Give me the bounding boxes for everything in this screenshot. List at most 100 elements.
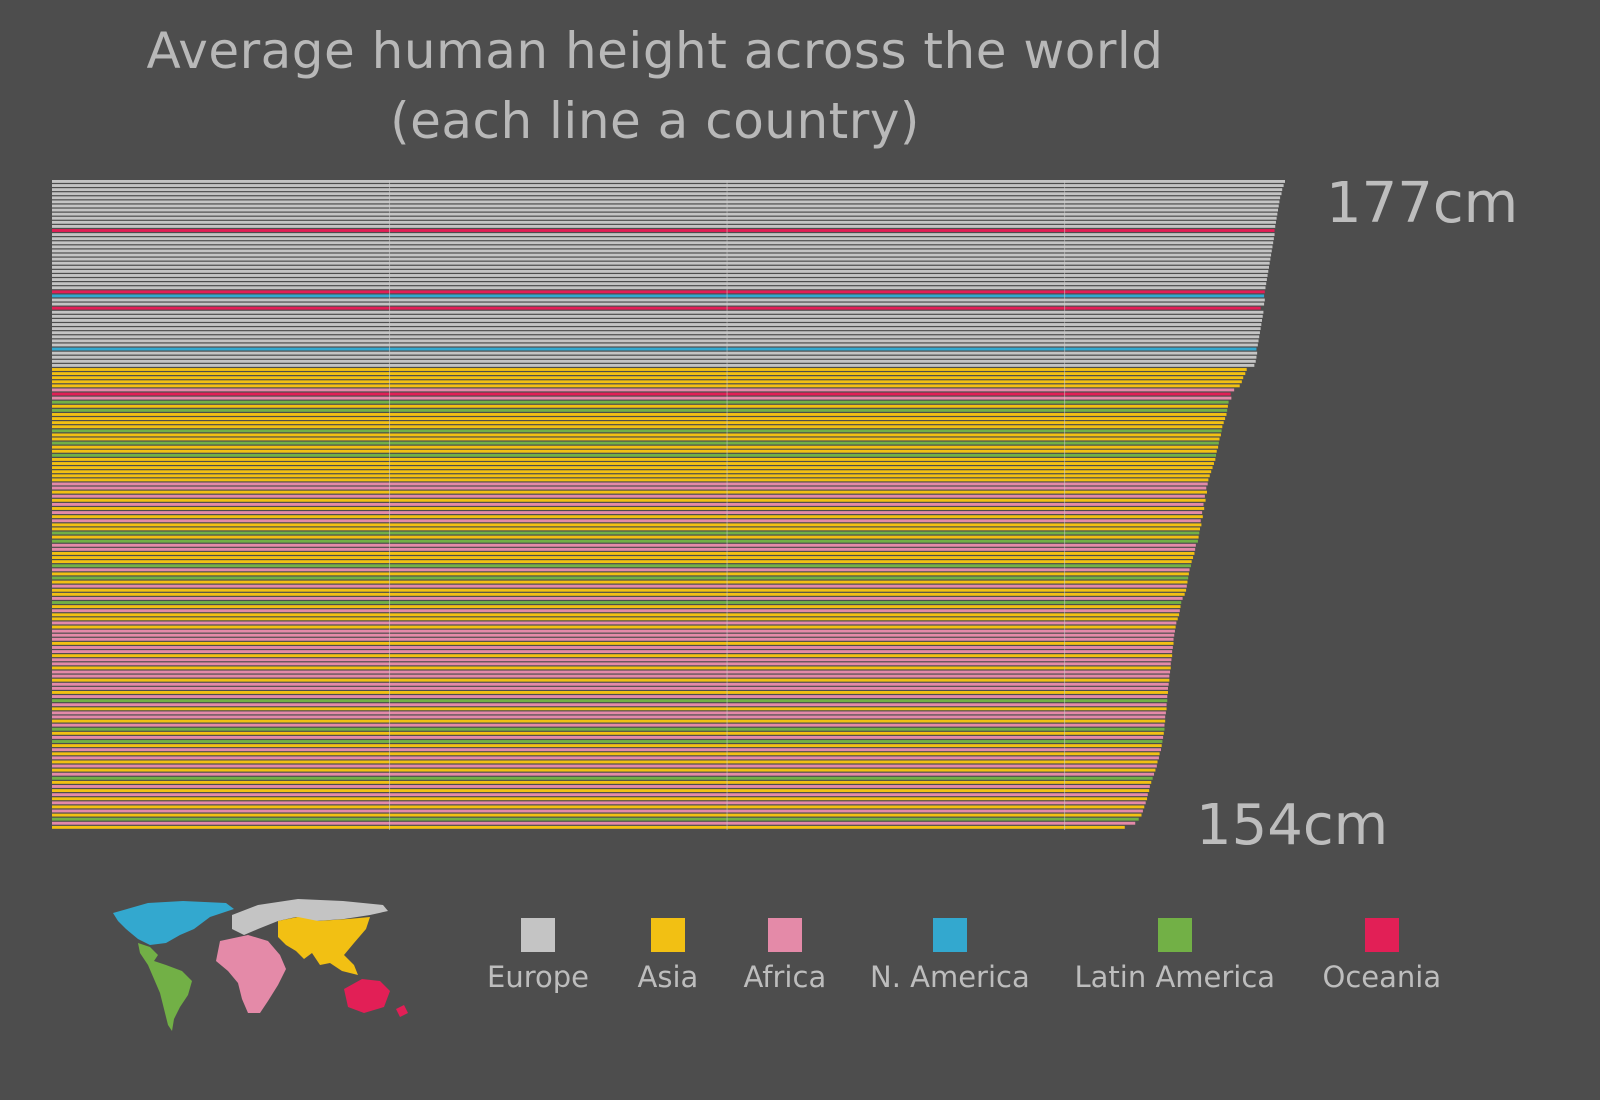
country-bar bbox=[52, 633, 1175, 637]
country-bar bbox=[52, 368, 1247, 371]
legend-swatch bbox=[650, 918, 685, 952]
country-bar bbox=[52, 601, 1182, 604]
map-oceania bbox=[344, 979, 390, 1013]
country-bar bbox=[52, 682, 1169, 686]
country-bar bbox=[52, 425, 1223, 429]
country-bar bbox=[52, 441, 1219, 445]
legend-label: Africa bbox=[743, 960, 827, 994]
country-bar bbox=[52, 478, 1209, 482]
country-bar bbox=[52, 413, 1227, 416]
world-map-icon bbox=[113, 899, 408, 1031]
chart-title-line1: Average human height across the world bbox=[146, 22, 1164, 80]
country-bar bbox=[52, 731, 1164, 735]
chart-title-line2: (each line a country) bbox=[390, 92, 920, 150]
legend-swatch bbox=[1157, 918, 1192, 952]
country-bar bbox=[52, 592, 1185, 596]
country-bar bbox=[52, 641, 1174, 645]
country-bar bbox=[52, 327, 1261, 331]
country-bar bbox=[52, 314, 1263, 318]
country-bar bbox=[52, 347, 1257, 351]
country-bar bbox=[52, 572, 1189, 576]
country-bar bbox=[52, 180, 1285, 183]
country-bar bbox=[52, 302, 1265, 306]
country-bar bbox=[52, 723, 1165, 727]
country-bar bbox=[52, 253, 1272, 257]
country-bar bbox=[52, 580, 1188, 584]
country-bar bbox=[52, 650, 1173, 654]
country-bar bbox=[52, 515, 1203, 519]
country-bar bbox=[52, 748, 1161, 752]
country-bar bbox=[52, 486, 1207, 490]
country-bar bbox=[52, 184, 1284, 187]
country-bar bbox=[52, 396, 1232, 400]
country-bar bbox=[52, 261, 1270, 265]
country-bar bbox=[52, 785, 1150, 788]
country-bar bbox=[52, 229, 1275, 232]
country-bar bbox=[52, 727, 1165, 731]
legend-item: Oceania bbox=[1323, 918, 1441, 994]
country-bar bbox=[52, 821, 1136, 825]
country-bar bbox=[52, 204, 1279, 208]
country-bar bbox=[52, 245, 1273, 249]
map-latin-america bbox=[138, 943, 192, 1031]
country-bar bbox=[52, 531, 1200, 535]
country-bar bbox=[52, 825, 1125, 829]
country-bar bbox=[52, 249, 1272, 253]
country-bar bbox=[52, 474, 1210, 478]
country-bar bbox=[52, 711, 1166, 715]
country-bar bbox=[52, 813, 1142, 817]
country-bar bbox=[52, 494, 1205, 498]
country-bar bbox=[52, 556, 1194, 559]
country-bar bbox=[52, 678, 1170, 682]
country-bar bbox=[52, 670, 1171, 674]
country-bar bbox=[52, 523, 1202, 527]
country-bar bbox=[52, 466, 1213, 470]
country-bar bbox=[52, 658, 1172, 662]
country-bar bbox=[52, 421, 1224, 425]
country-bar bbox=[52, 343, 1258, 347]
legend-item: Latin America bbox=[1075, 918, 1275, 994]
country-bar bbox=[52, 482, 1208, 486]
country-bar bbox=[52, 453, 1217, 457]
country-bar bbox=[52, 793, 1148, 797]
country-bar bbox=[52, 445, 1219, 449]
country-bar bbox=[52, 519, 1201, 523]
country-bar bbox=[52, 568, 1190, 572]
country-bar bbox=[52, 237, 1274, 241]
country-bar bbox=[52, 498, 1206, 502]
country-bar bbox=[52, 560, 1192, 564]
legend-swatch bbox=[767, 918, 802, 952]
country-bar bbox=[52, 200, 1280, 204]
legend-item: N. America bbox=[870, 918, 1030, 994]
legend-item: Europe bbox=[487, 918, 589, 994]
country-bar bbox=[52, 744, 1162, 748]
country-bar bbox=[52, 233, 1275, 237]
country-bar bbox=[52, 776, 1153, 780]
country-bar bbox=[52, 265, 1269, 269]
country-bar bbox=[52, 462, 1214, 465]
country-bar bbox=[52, 707, 1167, 711]
country-bar bbox=[52, 740, 1163, 743]
legend-swatch bbox=[932, 918, 967, 952]
country-bar bbox=[52, 417, 1226, 420]
country-bar bbox=[52, 507, 1205, 510]
country-bar bbox=[52, 547, 1196, 551]
country-bar bbox=[52, 363, 1255, 367]
country-bar bbox=[52, 760, 1158, 764]
country-bar bbox=[52, 699, 1168, 703]
country-bar bbox=[52, 331, 1260, 335]
country-bar bbox=[52, 625, 1176, 629]
country-bar bbox=[52, 335, 1260, 339]
country-bar bbox=[52, 584, 1187, 588]
country-bar bbox=[52, 282, 1267, 286]
country-bar bbox=[52, 192, 1282, 196]
country-bar bbox=[52, 355, 1257, 359]
country-bar bbox=[52, 429, 1222, 433]
country-bar bbox=[52, 772, 1155, 776]
country-bar bbox=[52, 609, 1180, 613]
country-bar bbox=[52, 535, 1199, 539]
country-bar bbox=[52, 392, 1231, 396]
legend-label: N. America bbox=[870, 960, 1030, 994]
country-bar bbox=[52, 817, 1139, 821]
country-bar bbox=[52, 686, 1168, 690]
